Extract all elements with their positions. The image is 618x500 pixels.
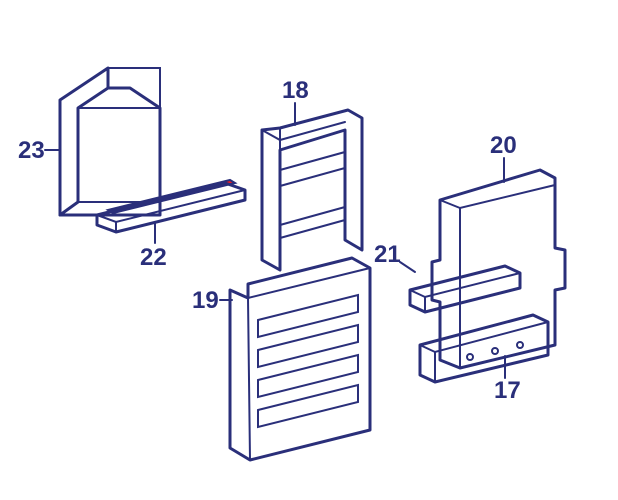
label-19: 19 [192,287,219,314]
leader-lines [45,103,505,378]
label-17: 17 [494,377,521,404]
labels: 23 22 19 18 20 21 17 [18,77,521,404]
exploded-diagram: 23 22 19 18 20 21 17 [0,0,618,500]
label-18: 18 [282,77,309,104]
part-18 [262,110,362,270]
part-23 [60,68,160,215]
part-19 [230,258,370,460]
part-22 [97,180,245,232]
label-21: 21 [374,241,401,268]
label-20: 20 [490,132,517,159]
label-22: 22 [140,244,167,271]
part-21 [410,266,520,312]
label-23: 23 [18,137,45,164]
